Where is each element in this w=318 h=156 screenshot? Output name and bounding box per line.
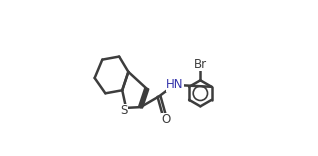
Text: S: S (120, 105, 128, 117)
Text: HN: HN (166, 78, 184, 91)
Text: O: O (162, 113, 171, 126)
Text: Br: Br (194, 58, 207, 71)
